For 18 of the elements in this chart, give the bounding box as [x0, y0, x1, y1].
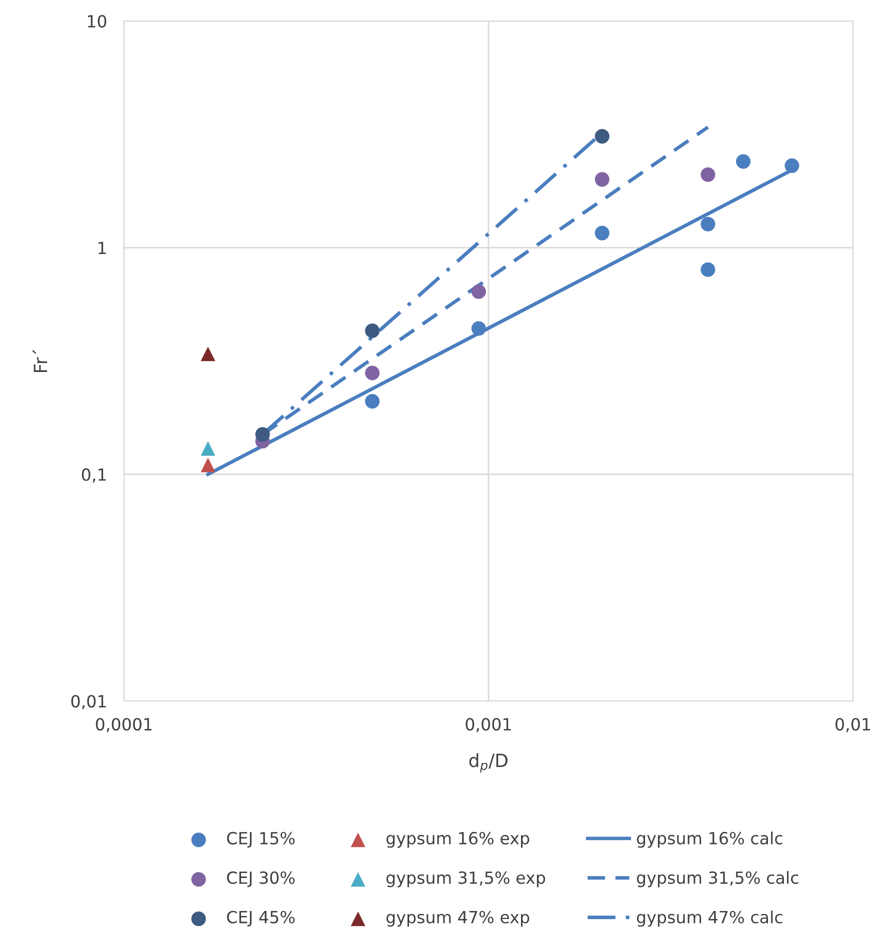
x-tick-label: 0,0001 — [96, 718, 152, 732]
legend-label: gypsum 47% exp — [386, 910, 530, 927]
legend-label: gypsum 31,5% calc — [636, 871, 798, 888]
y-tick-label: 10 — [88, 14, 106, 28]
legend-label: gypsum 16% exp — [386, 832, 530, 848]
legend-label: gypsum 31,5% exp — [386, 871, 546, 888]
y-tick-label: 0,1 — [82, 468, 106, 483]
legend-label: CEJ 45% — [227, 910, 295, 927]
y-axis-title: Fr´ — [32, 350, 48, 372]
legend-label: CEJ 15% — [227, 832, 295, 848]
y-tick-label: 0,01 — [71, 694, 106, 710]
x-tick-label: 0,01 — [836, 718, 870, 732]
x-axis-title: d$_{p}$/D — [469, 753, 508, 773]
legend-label: CEJ 30% — [227, 871, 295, 888]
legend-label: gypsum 47% calc — [636, 910, 782, 927]
y-tick-label: 1 — [98, 242, 106, 254]
x-tick-label: 0,001 — [466, 718, 511, 732]
legend-label: gypsum 16% calc — [636, 832, 782, 848]
